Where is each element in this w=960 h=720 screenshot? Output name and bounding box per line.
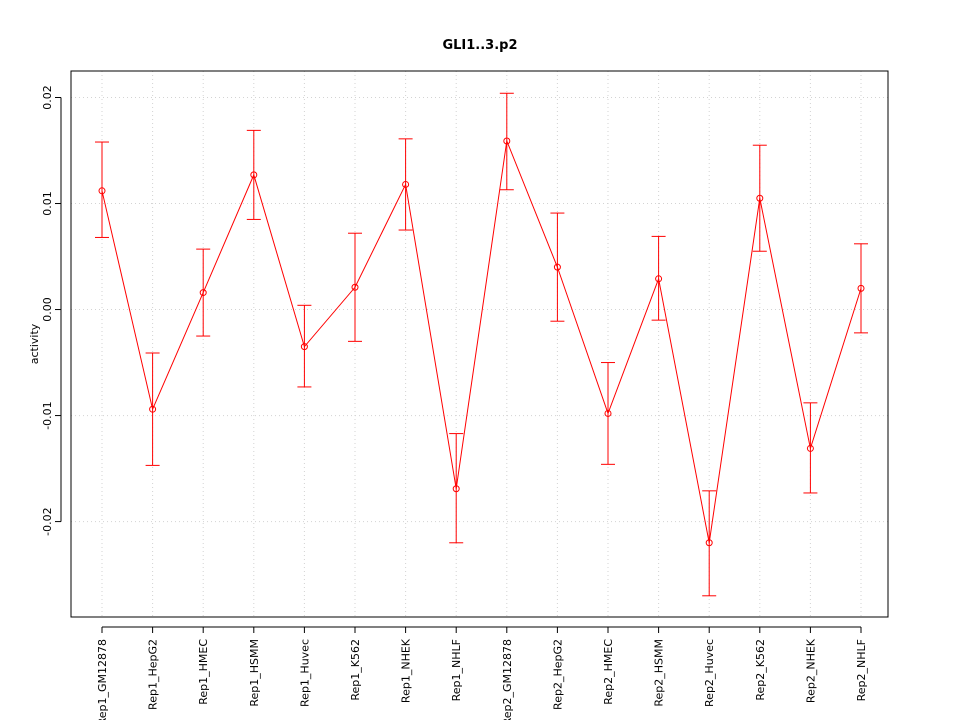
x-tick-label: Rep1_HMEC: [197, 639, 210, 705]
data-point: [199, 289, 207, 297]
y-tick-label: 0.01: [41, 191, 54, 216]
data-point: [402, 180, 410, 188]
grid: [71, 71, 888, 617]
data-point: [705, 539, 713, 547]
y-tick-label: -0.01: [41, 401, 54, 429]
x-tick-label: Rep2_HepG2: [551, 639, 564, 710]
data-point: [655, 275, 663, 283]
x-tick-label: Rep2_NHLF: [855, 639, 868, 701]
x-tick-label: Rep1_K562: [349, 639, 362, 701]
y-tick-label: 0.02: [41, 85, 54, 110]
data-point: [604, 409, 612, 417]
data-point: [98, 187, 106, 195]
data-point: [553, 263, 561, 271]
x-tick-label: Rep1_GM12878: [96, 639, 109, 720]
x-tick-label: Rep2_GM12878: [501, 639, 514, 720]
data-point: [149, 405, 157, 413]
y-tick-label: -0.02: [41, 507, 54, 535]
data-point: [250, 171, 258, 179]
chart-title: GLI1..3.p2: [442, 38, 517, 53]
x-tick-label: Rep2_HMEC: [602, 639, 615, 705]
x-tick-label: Rep1_NHLF: [450, 639, 463, 701]
x-tick-label: Rep1_NHEK: [400, 638, 413, 703]
data-point: [452, 485, 460, 493]
data-point: [351, 283, 359, 291]
x-axis: Rep1_GM12878 Rep1_HepG2 Rep1_HMEC Rep1_HSMM…: [96, 626, 868, 720]
data-series: [95, 92, 868, 597]
x-tick-label: Rep2_K562: [754, 639, 767, 701]
data-point: [857, 284, 865, 292]
x-tick-label: Rep2_Huvec: [703, 639, 716, 707]
x-tick-label: Rep1_HSMM: [248, 639, 261, 707]
x-tick-label: Rep1_Huvec: [298, 639, 311, 707]
x-tick-label: Rep2_HSMM: [653, 639, 666, 707]
data-point: [756, 194, 764, 202]
data-point: [300, 343, 308, 351]
x-tick-label: Rep2_NHEK: [804, 638, 817, 703]
y-axis-label: activity: [28, 323, 41, 364]
x-tick-label: Rep1_HepG2: [147, 639, 160, 710]
data-point: [806, 444, 814, 452]
data-point: [503, 137, 511, 145]
plot-frame: [70, 70, 889, 618]
series-line: [101, 139, 862, 543]
y-tick-label: 0.00: [41, 297, 54, 322]
y-axis: -0.02 -0.01 0.00 0.01 0.02: [41, 85, 62, 536]
